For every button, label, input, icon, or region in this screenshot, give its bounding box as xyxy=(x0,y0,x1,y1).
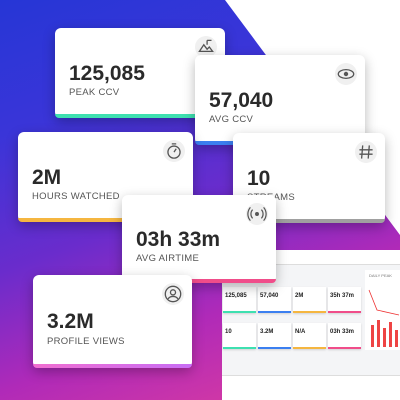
metric-value: 03h 33m xyxy=(136,228,221,252)
metric-label: AVG AIRTIME xyxy=(136,253,200,265)
mini-card: 35h 37m xyxy=(328,287,361,313)
card-icon xyxy=(246,203,268,225)
card-accent xyxy=(33,364,192,368)
metric-label: PROFILE VIEWS xyxy=(47,336,125,348)
mini-card: 57,040 xyxy=(258,287,291,313)
card-icon xyxy=(355,141,377,163)
mini-card: 10 xyxy=(223,323,256,349)
metric-value: 57,040 xyxy=(209,89,274,113)
card-icon xyxy=(163,140,185,162)
card-accent xyxy=(233,219,385,223)
metric-label: PEAK CCV xyxy=(69,87,120,99)
metric-card: 3.2M PROFILE VIEWS xyxy=(33,275,192,368)
metric-card: 57,040 AVG CCV xyxy=(195,55,365,145)
metric-label: HOURS WATCHED xyxy=(32,191,120,203)
metric-card: 03h 33m AVG AIRTIME xyxy=(122,195,276,283)
card-accent xyxy=(55,114,225,118)
mini-card: 2M xyxy=(293,287,326,313)
card-icon xyxy=(195,36,217,58)
card-accent xyxy=(122,279,276,283)
mini-card: 3.2M xyxy=(258,323,291,349)
mini-card: N/A xyxy=(293,323,326,349)
mini-card: 125,085 xyxy=(223,287,256,313)
metric-value: 3.2M xyxy=(47,310,94,334)
card-icon xyxy=(162,283,184,305)
mini-card: 03h 33m xyxy=(328,323,361,349)
metric-value: 10 xyxy=(247,167,271,191)
metric-card: 10STREAMS xyxy=(233,133,385,223)
metric-label: AVG CCV xyxy=(209,114,254,126)
card-icon xyxy=(335,63,357,85)
card-accent xyxy=(18,218,193,222)
metric-value: 125,085 xyxy=(69,62,145,86)
metric-value: 2M xyxy=(32,166,62,190)
